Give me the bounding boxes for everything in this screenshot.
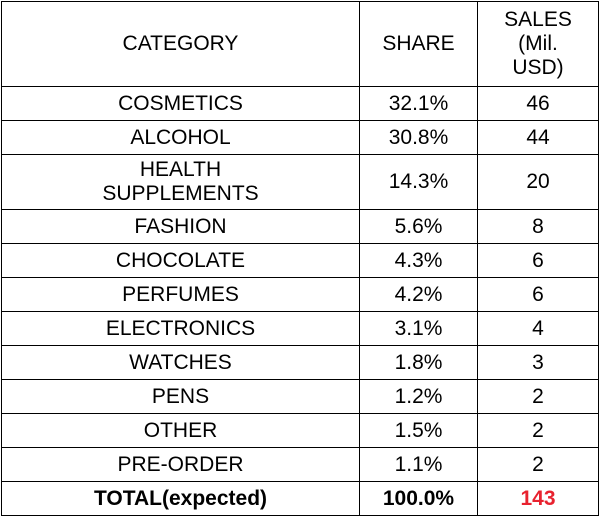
sales-cell: 6: [477, 243, 599, 278]
sales-cell: 46: [477, 86, 599, 121]
share-cell: 3.1%: [359, 311, 478, 346]
table-row: PENS 1.2% 2: [1, 379, 599, 414]
table-row: PERFUMES 4.2% 6: [1, 277, 599, 312]
share-cell: 1.5%: [359, 413, 478, 448]
table-row: HEALTH SUPPLEMENTS 14.3% 20: [1, 154, 599, 210]
table-row: PRE-ORDER 1.1% 2: [1, 447, 599, 482]
category-cell: PENS: [1, 379, 360, 414]
table-row: ELECTRONICS 3.1% 4: [1, 311, 599, 346]
share-cell: 30.8%: [359, 120, 478, 155]
share-cell: 32.1%: [359, 86, 478, 121]
header-row: CATEGORY SHARE SALES (Mil. USD): [1, 1, 599, 87]
total-sales: 143: [477, 481, 599, 516]
share-cell: 1.1%: [359, 447, 478, 482]
sales-cell: 2: [477, 413, 599, 448]
share-cell: 5.6%: [359, 209, 478, 244]
category-cell: CHOCOLATE: [1, 243, 360, 278]
category-cell: COSMETICS: [1, 86, 360, 121]
table-row: COSMETICS 32.1% 46: [1, 86, 599, 121]
sales-cell: 2: [477, 447, 599, 482]
table-row: CHOCOLATE 4.3% 6: [1, 243, 599, 278]
category-cell: WATCHES: [1, 345, 360, 380]
sales-cell: 4: [477, 311, 599, 346]
header-sales: SALES (Mil. USD): [477, 1, 599, 87]
category-cell: FASHION: [1, 209, 360, 244]
share-cell: 4.3%: [359, 243, 478, 278]
sales-cell: 2: [477, 379, 599, 414]
category-cell: PERFUMES: [1, 277, 360, 312]
header-category: CATEGORY: [1, 1, 360, 87]
header-share: SHARE: [359, 1, 478, 87]
table-row: ALCOHOL 30.8% 44: [1, 120, 599, 155]
table-row: FASHION 5.6% 8: [1, 209, 599, 244]
total-share: 100.0%: [359, 481, 478, 516]
total-label: TOTAL(expected): [1, 481, 360, 516]
total-row: TOTAL(expected) 100.0% 143: [1, 481, 599, 516]
category-cell: ALCOHOL: [1, 120, 360, 155]
category-cell: ELECTRONICS: [1, 311, 360, 346]
sales-cell: 6: [477, 277, 599, 312]
share-cell: 4.2%: [359, 277, 478, 312]
sales-cell: 8: [477, 209, 599, 244]
share-cell: 1.8%: [359, 345, 478, 380]
category-cell: HEALTH SUPPLEMENTS: [1, 154, 360, 210]
share-cell: 14.3%: [359, 154, 478, 210]
sales-cell: 44: [477, 120, 599, 155]
share-cell: 1.2%: [359, 379, 478, 414]
table-row: WATCHES 1.8% 3: [1, 345, 599, 380]
sales-table: CATEGORY SHARE SALES (Mil. USD) COSMETIC…: [1, 1, 599, 516]
category-cell: OTHER: [1, 413, 360, 448]
sales-cell: 20: [477, 154, 599, 210]
sales-cell: 3: [477, 345, 599, 380]
category-cell: PRE-ORDER: [1, 447, 360, 482]
table-row: OTHER 1.5% 2: [1, 413, 599, 448]
